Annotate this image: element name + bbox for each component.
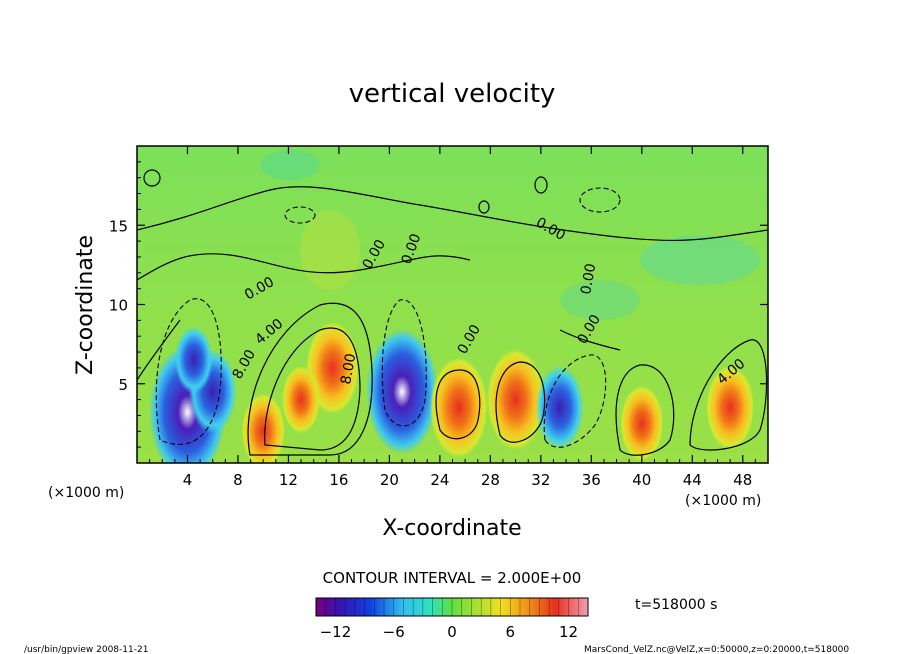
field-cell-5 — [281, 366, 321, 434]
x-tick-label: 4 — [183, 471, 193, 489]
field-cell-10 — [620, 385, 664, 462]
x-tick-label: 48 — [733, 471, 752, 489]
x-axis-title: X-coordinate — [382, 516, 521, 541]
field-cell-9 — [535, 365, 584, 450]
y-tick-label: 10 — [109, 297, 128, 315]
contour-lines — [137, 169, 768, 456]
heatmap-field — [137, 146, 768, 463]
x-tick-label: 16 — [329, 471, 348, 489]
field-cell-6 — [366, 328, 439, 455]
field-cell-11 — [706, 365, 755, 450]
x-tick-label: 40 — [632, 471, 651, 489]
x-tick-label: 24 — [430, 471, 449, 489]
colorbar-tick-label: −6 — [383, 623, 405, 641]
x-tick-label: 32 — [531, 471, 550, 489]
y-axis-title: Z-coordinate — [73, 235, 98, 375]
field-cell-7 — [430, 357, 488, 458]
colorbar-tick-label: 0 — [447, 623, 457, 641]
chart-title: vertical velocity — [349, 79, 556, 109]
x-tick-label: 28 — [481, 471, 500, 489]
y-tick-label: 15 — [109, 217, 128, 235]
footer-left: /usr/bin/gpview 2008-11-21 — [24, 645, 148, 654]
negative-contour-lines — [155, 187, 621, 448]
colorbar-tick-label: −12 — [320, 623, 352, 641]
x-unit-label-right: (×1000 m) — [685, 493, 761, 509]
x-tick-label: 20 — [380, 471, 399, 489]
y-tick-label: 5 — [118, 376, 128, 394]
field-cell-2 — [174, 326, 213, 394]
contour-label: 0.00 — [578, 262, 599, 295]
contour-label: 8.00 — [338, 352, 359, 385]
x-unit-label-left: (×1000 m) — [48, 485, 124, 501]
field-cell-8 — [486, 349, 545, 450]
colorbar-ticks: −12 −6 0 6 12 — [315, 598, 589, 641]
colorbar-tick-label: 6 — [506, 623, 516, 641]
x-tick-label: 44 — [683, 471, 702, 489]
footer-right: MarsCond_VelZ.nc@VelZ,x=0:50000,z=0:2000… — [584, 645, 849, 654]
x-tick-label: 8 — [233, 471, 243, 489]
time-label: t=518000 s — [635, 597, 717, 613]
colorbar-tick-label: 12 — [559, 623, 578, 641]
x-tick-label: 36 — [582, 471, 601, 489]
x-tick-label: 12 — [279, 471, 298, 489]
contour-interval-text: CONTOUR INTERVAL = 2.000E+00 — [323, 569, 582, 587]
